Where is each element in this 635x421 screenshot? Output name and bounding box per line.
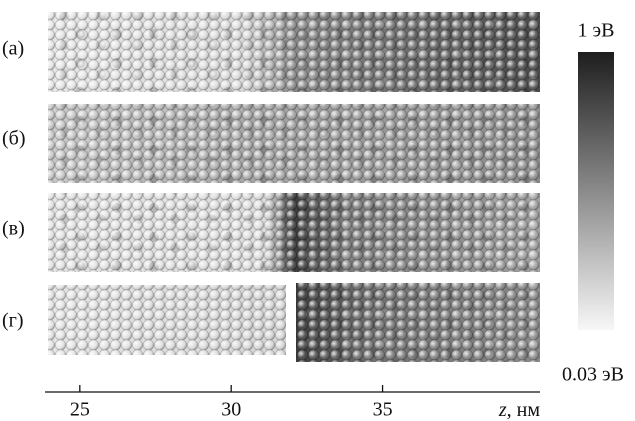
strip-a (48, 12, 540, 92)
axis-unit: , нм (507, 399, 541, 421)
x-tick-label: 35 (373, 399, 393, 421)
strip-b (48, 104, 540, 183)
panel-label: (г) (2, 310, 24, 332)
panel-label: (б) (2, 128, 26, 150)
colorbar-max-label: 1 эВ (578, 20, 615, 42)
x-axis-label: z, нм (498, 399, 541, 421)
axis-variable: z (498, 399, 507, 421)
x-tick-label: 25 (70, 399, 90, 421)
panel-label: (а) (2, 38, 24, 60)
x-tick-label: 30 (221, 399, 241, 421)
strip-c (48, 193, 540, 272)
colorbar (578, 52, 614, 330)
strip-d (48, 283, 540, 362)
panel-label: (в) (2, 218, 25, 240)
colorbar-min-label: 0.03 эВ (562, 364, 624, 386)
figure: (а) (б) (в) (г) 1 эВ 0.03 эВ z, нм 25 30 3… (0, 0, 635, 421)
